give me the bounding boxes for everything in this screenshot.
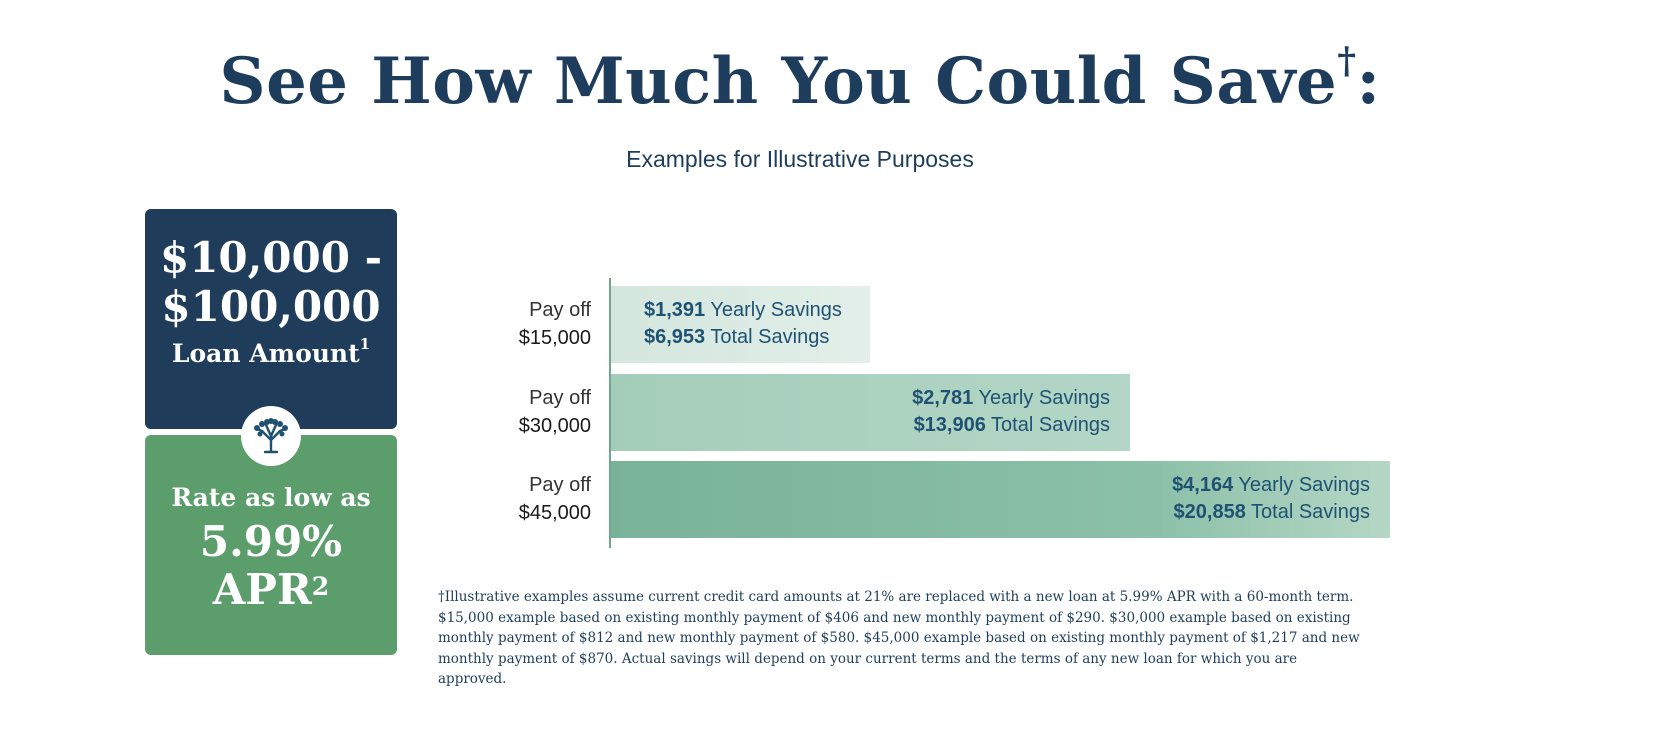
loan-amount-footnote-mark: 1 xyxy=(359,335,371,353)
series-name: Yearly Savings xyxy=(1233,474,1370,496)
rate-label: Rate as low as xyxy=(171,483,371,512)
rate-footnote-mark: 2 xyxy=(311,571,330,601)
category-label: $45,000 xyxy=(519,502,591,524)
category-label: $30,000 xyxy=(519,415,591,437)
disclaimer-footnote: †Illustrative examples assume current cr… xyxy=(438,589,1360,687)
series-name: Total Savings xyxy=(705,326,829,348)
yearly-savings-label: $1,391 Yearly Savings xyxy=(644,299,842,321)
title-dagger: † xyxy=(1337,40,1357,82)
tree-icon xyxy=(254,418,288,454)
rate-card: Rate as low as 5.99% APR2 xyxy=(145,435,397,655)
loan-amount-min: $10,000 - xyxy=(159,233,383,282)
title-colon: : xyxy=(1356,44,1381,119)
page-title: See How Much You Could Save†: xyxy=(0,40,1600,119)
bar xyxy=(610,461,1390,538)
savings-value: $1,391 xyxy=(644,299,705,321)
series-name: Total Savings xyxy=(1246,501,1370,523)
tree-badge xyxy=(241,406,301,466)
series-name: Total Savings xyxy=(986,414,1110,436)
loan-amount-card: $10,000 - $100,000 Loan Amount1 xyxy=(145,209,397,429)
yearly-savings-label: $2,781 Yearly Savings xyxy=(912,387,1110,409)
yearly-savings-label: $4,164 Yearly Savings xyxy=(1172,474,1370,496)
bar xyxy=(610,374,1131,451)
savings-value: $2,781 xyxy=(912,387,973,409)
category-prefix-label: Pay off xyxy=(529,299,591,321)
category-prefix-label: Pay off xyxy=(529,387,591,409)
rate-value: 5.99% xyxy=(199,517,343,566)
category-prefix-label: Pay off xyxy=(529,474,591,496)
total-savings-label: $6,953 Total Savings xyxy=(644,326,829,348)
loan-amount-label: Loan Amount1 xyxy=(145,335,397,368)
total-savings-label: $20,858 Total Savings xyxy=(1174,501,1370,523)
savings-value: $20,858 xyxy=(1174,501,1246,523)
savings-value: $4,164 xyxy=(1172,474,1234,496)
series-name: Yearly Savings xyxy=(705,299,842,321)
loan-amount-range: $10,000 - $100,000 xyxy=(145,233,397,331)
total-savings-label: $13,906 Total Savings xyxy=(914,414,1110,436)
loan-amount-label-text: Loan Amount xyxy=(171,339,360,368)
rate-unit-text: APR xyxy=(212,565,312,614)
bar xyxy=(610,286,871,363)
page-subtitle: Examples for Illustrative Purposes xyxy=(626,146,974,172)
category-label: $15,000 xyxy=(519,327,591,349)
title-text: See How Much You Could Save xyxy=(219,44,1338,119)
series-name: Yearly Savings xyxy=(973,387,1110,409)
savings-value: $6,953 xyxy=(644,326,705,348)
savings-value: $13,906 xyxy=(914,414,986,436)
rate-unit: APR2 xyxy=(145,566,397,614)
loan-amount-max: $100,000 xyxy=(161,282,381,331)
